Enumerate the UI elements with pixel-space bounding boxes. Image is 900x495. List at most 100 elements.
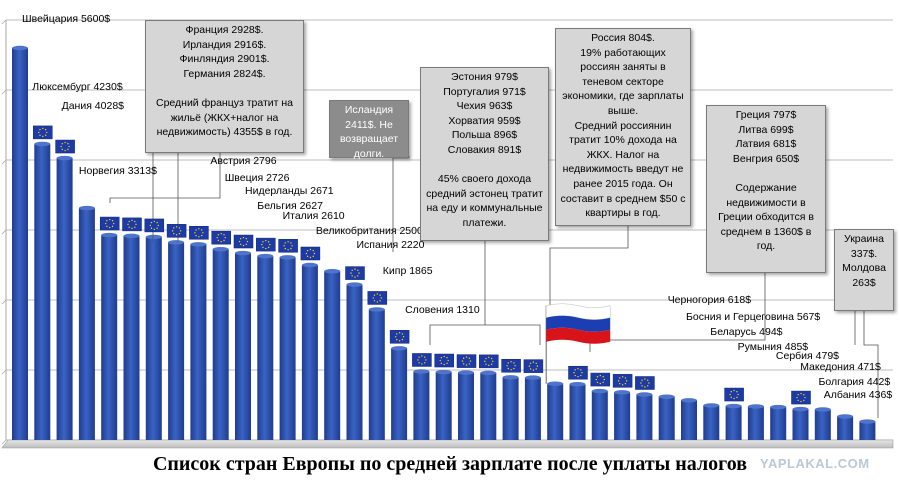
eu-star [372,297,374,299]
eu-star [135,223,137,226]
eu-star [106,225,108,228]
eu-star [621,384,624,386]
bar [56,158,73,441]
eu-star [223,239,225,242]
eu-star [306,255,309,258]
bar-top [591,388,608,394]
eu-star [265,247,267,250]
bar-top [368,307,385,312]
eu-star [128,220,130,223]
eu-star [39,134,41,136]
eu-star [529,368,532,370]
bar [569,384,586,440]
eu-star [267,241,270,243]
eu-star [736,391,738,393]
eu-flag [55,139,75,154]
eu-star [358,272,360,274]
eu-star [440,362,443,365]
eu-star [440,357,443,359]
eu-star [220,232,222,235]
eu-star [401,333,404,335]
eu-star [61,148,63,151]
bar [391,348,408,440]
bar-top [837,414,854,419]
bar-label: Беларусь 494$ [710,326,782,338]
eu-star [44,128,47,131]
eu-star [624,377,627,379]
eu-flag [389,330,410,344]
bar [458,372,474,440]
bar-top [257,253,274,259]
gridline-tick [1,19,7,25]
bar-label: Болгария 442$ [819,376,891,388]
eu-star [418,362,420,364]
eu-star [149,224,151,227]
bar [614,392,631,440]
eu-star [60,145,62,148]
eu-star [462,363,465,365]
eu-star [417,359,419,361]
bar-top [547,381,564,386]
bar-top [703,403,720,408]
eu-star [156,227,158,229]
eu-star [351,269,353,271]
eu-star [127,223,129,226]
bar [859,421,876,440]
eu-star [730,391,732,393]
eu-star [446,357,448,359]
bar-top [636,392,653,397]
bar-top [681,398,697,403]
eu-star [803,399,805,402]
eu-star [312,249,314,252]
eu-flag [211,230,231,245]
eu-star [194,232,196,234]
eu-star [621,376,624,378]
eu-star [131,227,133,230]
eu-star [617,380,620,382]
bar [368,309,385,440]
eu-star [269,243,271,246]
bar-label: Швейцария 5600$ [22,13,110,25]
bar-top [502,375,519,380]
bar-top [78,205,95,211]
eu-star [175,234,178,236]
eu-star [602,376,604,378]
eu-star [462,357,465,359]
annotation-box-russia: Россия 804$. 19% работающих россиян заня… [555,28,691,226]
eu-flag [122,217,142,232]
eu-star [376,301,378,303]
bar-label: Босния и Герцеговина 567$ [686,311,820,323]
eu-star [39,128,41,131]
eu-star [179,230,182,232]
annotation-box-ukraine: Украина 337$. Молдова 263$ [834,229,894,311]
eu-star [150,227,153,229]
eu-star [67,148,69,151]
eu-star [290,247,292,250]
eu-star [528,365,531,367]
bar-label: Норвегия 3313$ [79,165,157,177]
eu-star [373,294,376,296]
eu-star [44,134,47,136]
eu-star [396,333,398,335]
bar-top [435,369,452,375]
eu-star [291,245,293,247]
bar-top [190,242,207,247]
eu-star [195,229,197,231]
eu-star [439,359,441,362]
eu-star [647,385,649,387]
bar-top [725,403,742,409]
bar-label: Румыния 485$ [738,341,809,353]
gridline-tick [1,369,7,375]
bar-top [34,141,51,147]
bar [346,284,363,440]
eu-star [506,365,508,367]
eu-star [134,220,136,223]
eu-flag [367,291,388,305]
eu-flag [434,353,454,368]
eu-star [178,227,181,229]
gridline-tick [1,89,7,95]
eu-star [150,221,153,224]
eu-star [529,362,532,365]
eu-star [111,220,114,222]
bar [101,235,118,440]
